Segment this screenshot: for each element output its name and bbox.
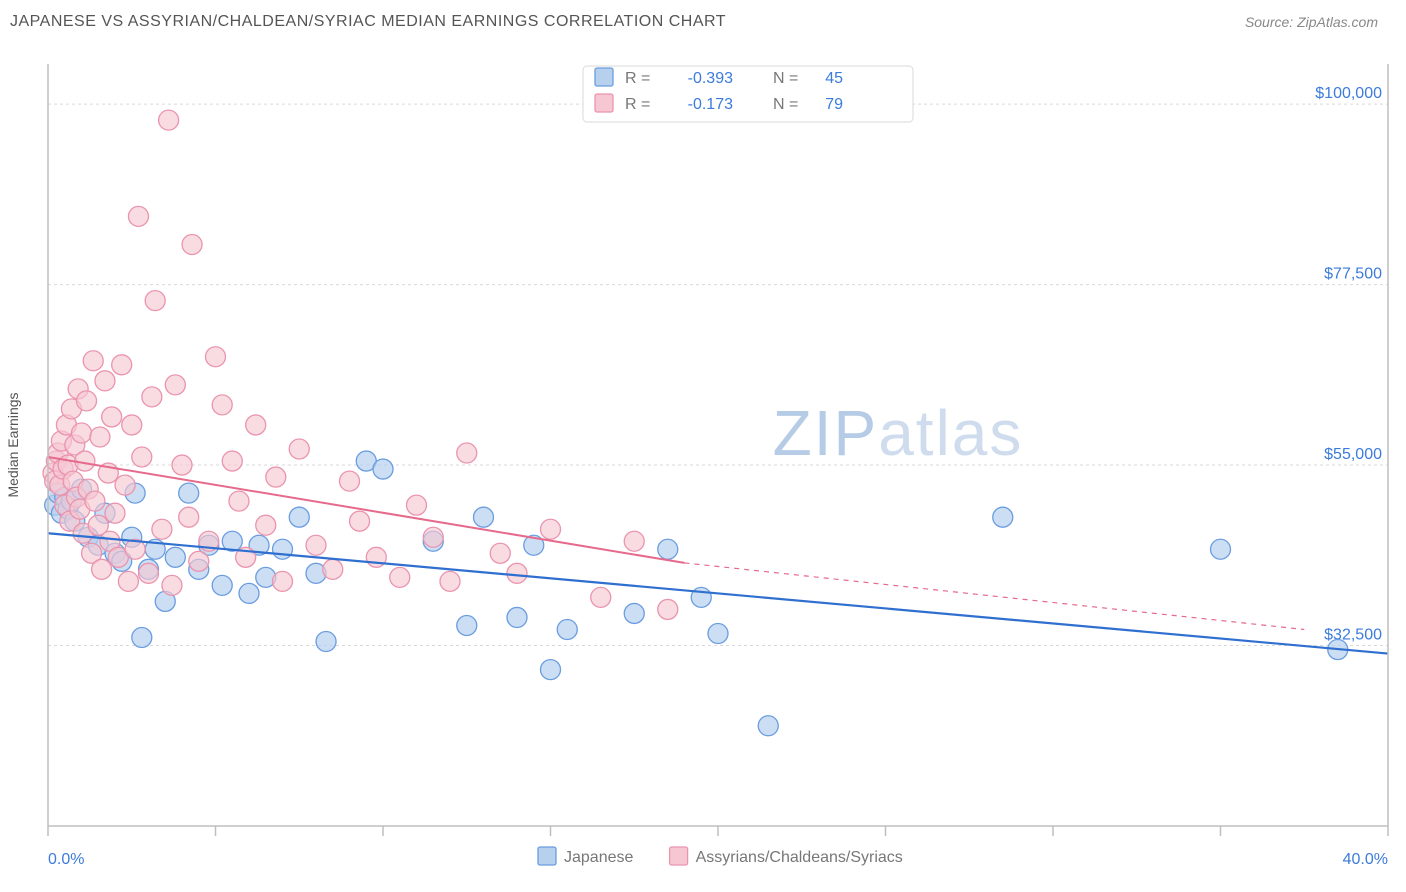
data-point	[490, 543, 510, 563]
data-point	[165, 375, 185, 395]
data-point	[182, 234, 202, 254]
data-point	[132, 628, 152, 648]
data-point	[373, 459, 393, 479]
legend-r-value: -0.173	[688, 96, 733, 113]
legend-swatch	[670, 847, 688, 865]
legend-n-value: 45	[825, 70, 843, 87]
legend-label: Assyrians/Chaldeans/Syriacs	[696, 849, 903, 866]
y-tick-label: $77,500	[1324, 266, 1382, 283]
y-axis-title: Median Earnings	[5, 392, 21, 497]
data-point	[132, 447, 152, 467]
legend-r-label: R =	[625, 70, 650, 87]
legend-swatch	[538, 847, 556, 865]
legend-swatch	[595, 94, 613, 112]
series-Assyrians/Chaldeans/Syriacs	[43, 110, 678, 619]
data-point	[229, 491, 249, 511]
data-point	[189, 551, 209, 571]
data-point	[222, 451, 242, 471]
data-point	[162, 575, 182, 595]
data-point	[159, 110, 179, 130]
data-point	[92, 559, 112, 579]
trendline-extrapolated	[685, 563, 1305, 630]
data-point	[507, 607, 527, 627]
chart-area: $32,500$55,000$77,500$100,000ZIPatlas0.0…	[0, 36, 1406, 892]
legend-n-label: N =	[773, 96, 798, 113]
y-tick-label: $100,000	[1315, 85, 1382, 102]
data-point	[591, 587, 611, 607]
data-point	[474, 507, 494, 527]
data-point	[85, 491, 105, 511]
data-point	[128, 206, 148, 226]
data-point	[273, 539, 293, 559]
legend-n-value: 79	[825, 96, 843, 113]
data-point	[102, 407, 122, 427]
legend-label: Japanese	[564, 849, 633, 866]
data-point	[624, 603, 644, 623]
data-point	[179, 483, 199, 503]
data-point	[105, 503, 125, 523]
data-point	[165, 547, 185, 567]
data-point	[212, 575, 232, 595]
data-point	[142, 387, 162, 407]
data-point	[289, 439, 309, 459]
legend-r-value: -0.393	[688, 70, 733, 87]
data-point	[152, 519, 172, 539]
data-point	[1211, 539, 1231, 559]
data-point	[112, 355, 132, 375]
data-point	[390, 567, 410, 587]
data-point	[306, 535, 326, 555]
data-point	[457, 615, 477, 635]
watermark: ZIPatlas	[773, 397, 1024, 469]
scatter-chart: $32,500$55,000$77,500$100,000ZIPatlas0.0…	[0, 36, 1406, 892]
data-point	[122, 415, 142, 435]
x-axis-label: 40.0%	[1343, 851, 1388, 868]
data-point	[316, 632, 336, 652]
data-point	[541, 519, 561, 539]
data-point	[145, 291, 165, 311]
data-point	[323, 559, 343, 579]
data-point	[340, 471, 360, 491]
data-point	[172, 455, 192, 475]
y-tick-label: $55,000	[1324, 446, 1382, 463]
data-point	[541, 660, 561, 680]
data-point	[658, 539, 678, 559]
data-point	[266, 467, 286, 487]
data-point	[139, 563, 159, 583]
data-point	[77, 391, 97, 411]
data-point	[407, 495, 427, 515]
legend-n-label: N =	[773, 70, 798, 87]
data-point	[708, 623, 728, 643]
data-point	[624, 531, 644, 551]
data-point	[273, 571, 293, 591]
x-axis-label: 0.0%	[48, 851, 84, 868]
data-point	[206, 347, 226, 367]
data-point	[658, 599, 678, 619]
data-point	[95, 371, 115, 391]
data-point	[350, 511, 370, 531]
data-point	[246, 415, 266, 435]
data-point	[557, 619, 577, 639]
chart-source: Source: ZipAtlas.com	[1245, 14, 1378, 30]
legend-r-label: R =	[625, 96, 650, 113]
data-point	[289, 507, 309, 527]
data-point	[239, 583, 259, 603]
data-point	[72, 423, 92, 443]
data-point	[507, 563, 527, 583]
data-point	[118, 571, 138, 591]
data-point	[256, 515, 276, 535]
data-point	[423, 527, 443, 547]
legend-swatch	[595, 68, 613, 86]
data-point	[179, 507, 199, 527]
data-point	[440, 571, 460, 591]
data-point	[993, 507, 1013, 527]
data-point	[758, 716, 778, 736]
data-point	[457, 443, 477, 463]
data-point	[115, 475, 135, 495]
data-point	[83, 351, 103, 371]
chart-title: JAPANESE VS ASSYRIAN/CHALDEAN/SYRIAC MED…	[10, 13, 726, 31]
data-point	[212, 395, 232, 415]
data-point	[90, 427, 110, 447]
